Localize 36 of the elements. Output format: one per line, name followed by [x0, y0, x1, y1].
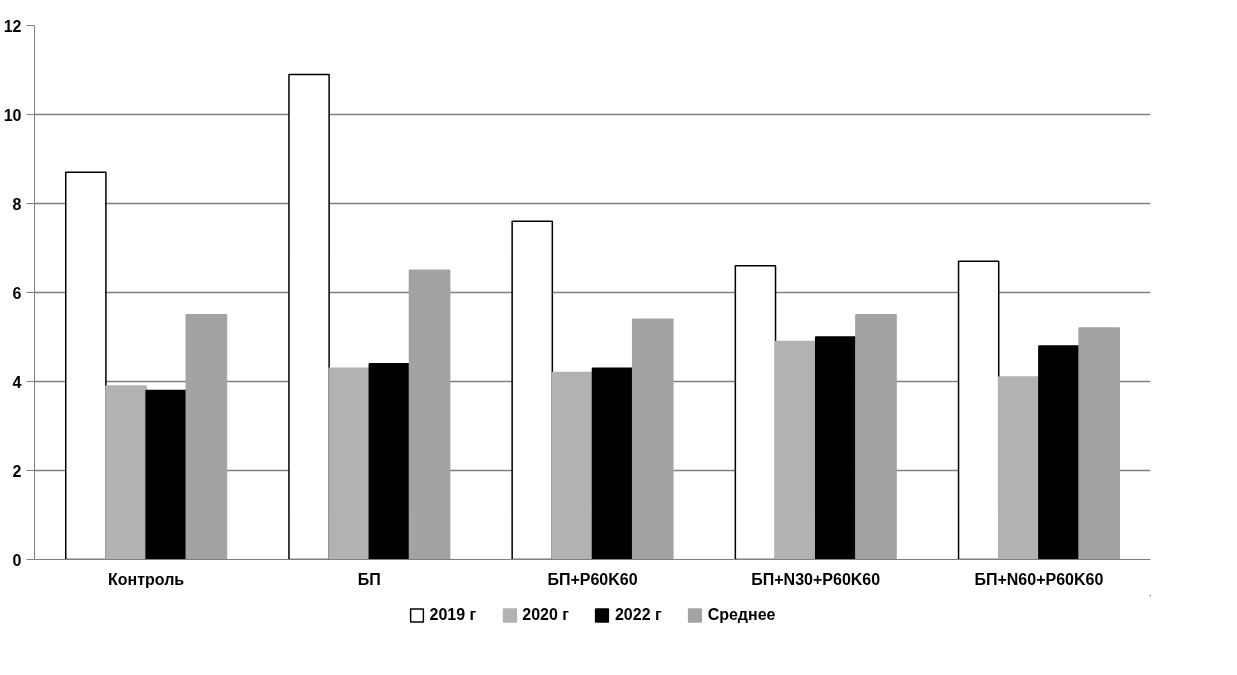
- x-tick-label: БП: [357, 570, 381, 588]
- bar: [631, 318, 674, 560]
- bar: [855, 314, 897, 560]
- bar: [288, 73, 330, 560]
- bar: [105, 385, 147, 560]
- legend-label: Среднее: [707, 606, 776, 624]
- bar: [368, 362, 411, 560]
- y-tick-label: 2: [12, 462, 22, 480]
- y-tick-label: 8: [12, 195, 22, 213]
- bar: [734, 265, 777, 560]
- x-tick-label: БП+N60+P60K60: [974, 570, 1104, 588]
- legend-label: 2019 г: [429, 606, 477, 624]
- legend-label: 2022 г: [614, 606, 662, 624]
- legend-label: 2020 г: [522, 606, 569, 624]
- y-tick-label: 10: [3, 106, 22, 124]
- y-tick-label: 6: [12, 284, 22, 302]
- bar: [1078, 327, 1120, 560]
- x-tick-label: БП+N30+P60K60: [751, 570, 881, 588]
- x-tick-label: БП+P60K60: [547, 570, 638, 588]
- bar: [774, 340, 817, 560]
- bar: [185, 314, 228, 560]
- bar: [591, 367, 634, 560]
- bar: [997, 376, 1040, 560]
- bar: [814, 336, 857, 560]
- bar: [408, 269, 451, 560]
- bar: [511, 220, 554, 560]
- y-tick-label: 12: [3, 17, 22, 35]
- bar: [957, 260, 1000, 560]
- bar: [551, 371, 594, 560]
- bar: [1038, 345, 1080, 560]
- y-tick-label: 4: [12, 373, 22, 391]
- bar: [145, 389, 188, 560]
- bar: [65, 171, 107, 560]
- y-tick-label: 0: [12, 551, 22, 569]
- bar: [328, 367, 371, 560]
- x-tick-label: Контроль: [108, 570, 185, 588]
